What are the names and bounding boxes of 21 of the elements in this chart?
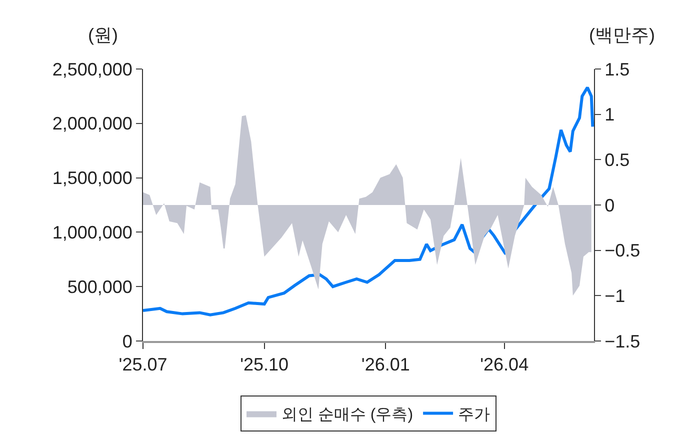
y2-axis-title: (백만주) — [589, 25, 655, 45]
y2-tick-label: 1.5 — [604, 59, 630, 80]
y2-tick-label: −0.5 — [604, 240, 640, 261]
x-tick-label: '25.10 — [240, 354, 289, 375]
legend-label: 외인 순매수 (우측) — [282, 406, 414, 424]
y2-tick-label: 0 — [604, 195, 615, 216]
y-tick-label: 1,500,000 — [52, 168, 132, 188]
x-tick-label: '26.04 — [480, 354, 529, 375]
y-tick-label: 1,000,000 — [52, 222, 132, 242]
x-tick-label: '25.07 — [118, 354, 168, 375]
y-tick-label: 2,500,000 — [52, 59, 132, 80]
y-tick-label: 500,000 — [67, 276, 132, 297]
y-tick-label: 0 — [122, 331, 132, 352]
y-axis-title: (원) — [88, 25, 118, 45]
y-tick-label: 2,000,000 — [52, 114, 132, 134]
y2-tick-label: 0.5 — [604, 150, 630, 170]
y2-tick-label: 1 — [604, 104, 615, 125]
x-tick-label: '26.01 — [361, 354, 410, 375]
legend-label: 주가 — [458, 406, 490, 424]
y2-tick-label: −1.5 — [604, 331, 640, 352]
y2-tick-label: −1 — [604, 286, 626, 306]
